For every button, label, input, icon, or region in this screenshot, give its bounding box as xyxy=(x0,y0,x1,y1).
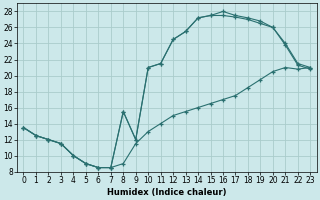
X-axis label: Humidex (Indice chaleur): Humidex (Indice chaleur) xyxy=(107,188,227,197)
